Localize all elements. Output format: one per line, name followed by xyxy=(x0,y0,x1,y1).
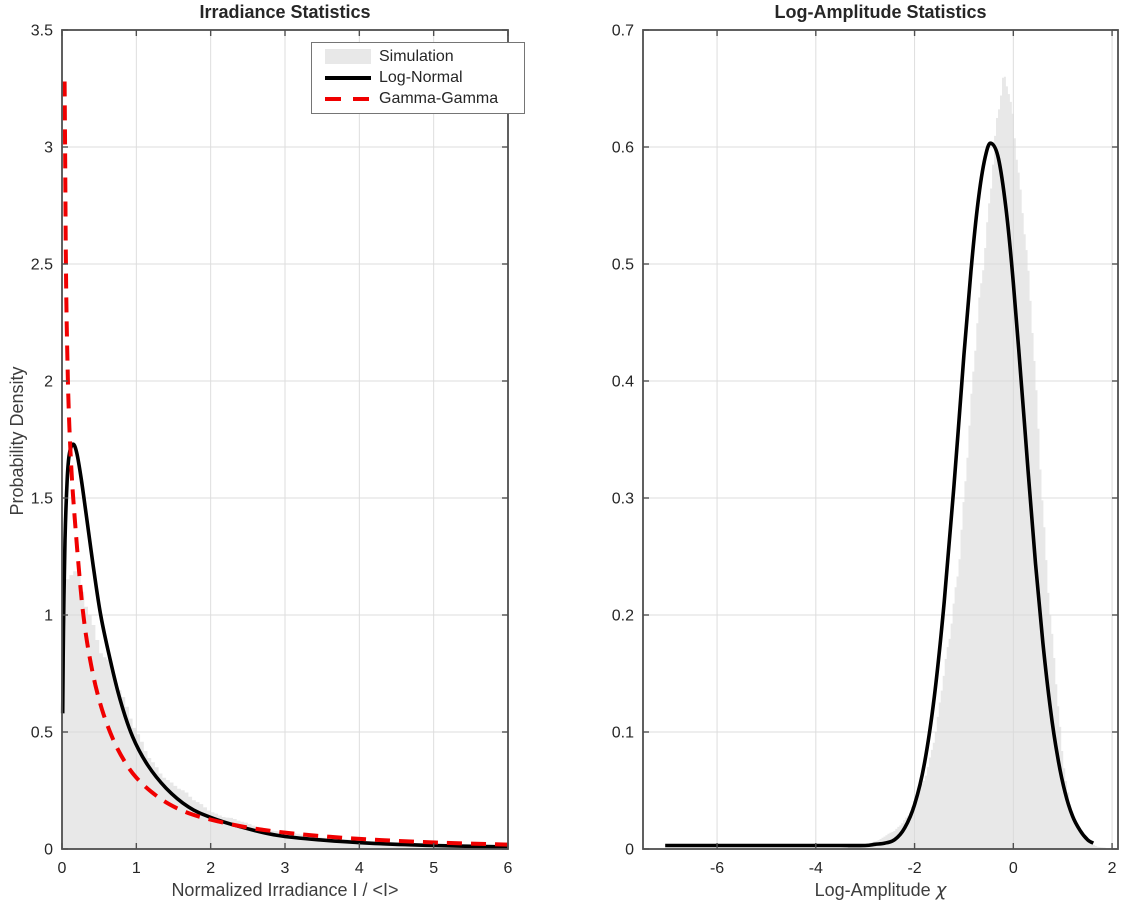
left-x-axis-label: Normalized Irradiance I / <I> xyxy=(62,880,508,901)
legend-label-log-normal: Log-Normal xyxy=(379,68,463,86)
tick-marks xyxy=(643,29,1118,850)
y-tick-label: 0.3 xyxy=(612,491,634,508)
y-tick-label: 0.7 xyxy=(612,23,634,40)
x-tick-label: 5 xyxy=(429,860,438,877)
gamma-gamma-dash-swatch xyxy=(325,97,371,102)
y-tick-label: 0.5 xyxy=(612,257,634,274)
y-tick-label: 3 xyxy=(44,140,53,157)
left-y-axis-label: Probability Density xyxy=(7,366,27,516)
left-chart-title: Irradiance Statistics xyxy=(199,2,371,22)
x-tick-label: 0 xyxy=(1009,860,1018,877)
y-tick-label: 0.1 xyxy=(612,725,634,742)
axes-box xyxy=(642,29,1119,850)
log-normal-curve xyxy=(60,442,509,849)
tick-marks xyxy=(61,29,509,850)
legend-label-gamma-gamma: Gamma-Gamma xyxy=(379,90,499,108)
y-tick-label: 3.5 xyxy=(31,23,53,40)
right-chart-title: Log-Amplitude Statistics xyxy=(774,2,987,22)
simulation-histogram xyxy=(847,76,1107,849)
x-tick-label: -6 xyxy=(710,860,724,877)
legend-entry-simulation: Simulation xyxy=(312,47,524,67)
y-tick-label: 0.4 xyxy=(612,374,634,391)
x-tick-label: 2 xyxy=(206,860,215,877)
x-tick-label: 3 xyxy=(281,860,290,877)
x-tick-label: 6 xyxy=(504,860,513,877)
simulation-patch-swatch xyxy=(325,49,371,65)
chi-symbol: χ xyxy=(935,880,947,901)
simulation-histogram xyxy=(62,571,508,849)
log-normal-line-swatch xyxy=(325,75,371,80)
x-tick-label: 2 xyxy=(1108,860,1117,877)
right-plot: -6 -4 -2 0 2 0 0.1 0.2 0.3 0.4 0.5 0.6 0.7 xyxy=(612,23,1119,878)
x-tick-label: 1 xyxy=(132,860,141,877)
legend-entry-log-normal: Log-Normal xyxy=(312,68,524,88)
tick-labels: 0 1 2 3 4 5 6 0 0.5 1 1.5 2 2.5 3 3.5 xyxy=(31,23,513,878)
x-tick-label: 4 xyxy=(355,860,364,877)
x-tick-label: 0 xyxy=(58,860,67,877)
y-tick-label: 0.6 xyxy=(612,140,634,157)
y-tick-label: 0.2 xyxy=(612,608,634,625)
legend-box: Simulation Log-Normal Gamma-Gamma xyxy=(311,42,525,114)
legend-label-simulation: Simulation xyxy=(379,47,454,65)
left-x-axis-label-text: Normalized Irradiance I / <I> xyxy=(171,880,399,900)
y-tick-label: 1.5 xyxy=(31,491,53,508)
y-tick-label: 2.5 xyxy=(31,257,53,274)
gamma-gamma-curve xyxy=(62,81,509,847)
log-normal-curve xyxy=(665,141,1095,848)
y-tick-label: 0.5 xyxy=(31,725,53,742)
left-plot: 0 1 2 3 4 5 6 0 0.5 1 1.5 2 2.5 3 3.5 xyxy=(31,23,513,878)
legend-entry-gamma-gamma: Gamma-Gamma xyxy=(312,89,524,109)
y-tick-label: 0 xyxy=(44,842,53,859)
y-tick-label: 2 xyxy=(44,374,53,391)
x-tick-label: -4 xyxy=(809,860,823,877)
x-tick-label: -2 xyxy=(907,860,921,877)
y-tick-label: 0 xyxy=(625,842,634,859)
grid-lines xyxy=(62,30,508,849)
right-x-axis-label: Log-Amplitude χ xyxy=(643,880,1118,901)
right-x-axis-label-text: Log-Amplitude xyxy=(814,880,936,900)
tick-labels: -6 -4 -2 0 2 0 0.1 0.2 0.3 0.4 0.5 0.6 0.7 xyxy=(612,23,1117,878)
y-tick-label: 1 xyxy=(44,608,53,625)
grid-lines xyxy=(643,30,1118,849)
